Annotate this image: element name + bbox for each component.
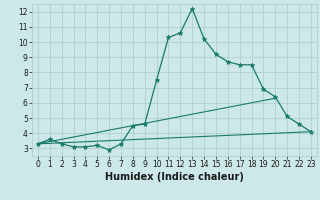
X-axis label: Humidex (Indice chaleur): Humidex (Indice chaleur) (105, 172, 244, 182)
